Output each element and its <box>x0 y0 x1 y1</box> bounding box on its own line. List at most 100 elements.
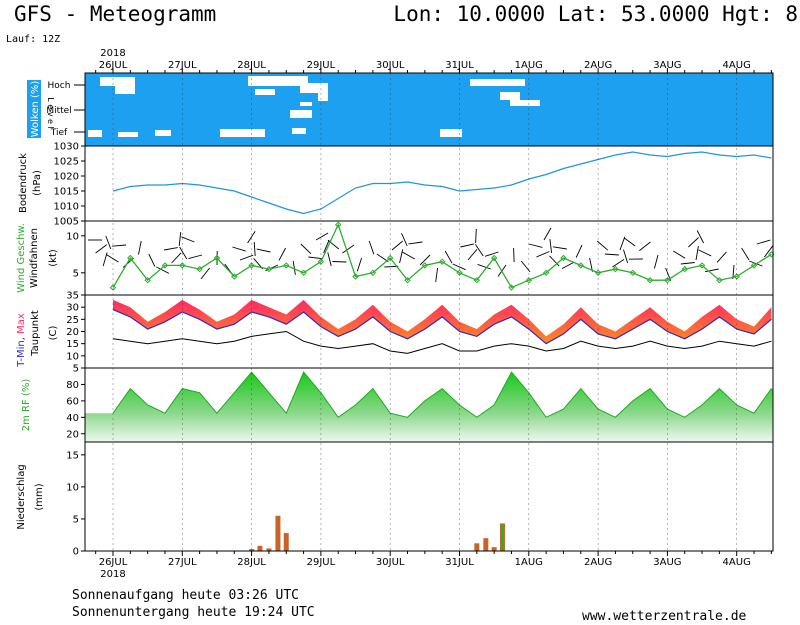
y-tick-label: 60 <box>66 396 79 407</box>
wind-barb <box>484 251 499 257</box>
y-tick-label: 1025 <box>54 157 79 168</box>
wind-barb <box>444 250 453 264</box>
precip-bar <box>249 549 255 551</box>
wind-barb <box>356 257 363 272</box>
wind-speed-marker <box>179 262 186 269</box>
cloud-axis-label: Wolken (%) <box>30 81 41 138</box>
wind-barb <box>247 231 256 244</box>
wind-speed-marker <box>265 265 273 273</box>
y-tick-label: 15 <box>66 450 79 461</box>
temperature-unit-label: (C) <box>48 326 59 341</box>
date-tick-label-bottom: 30JUL <box>376 557 405 568</box>
rh-area <box>85 372 773 442</box>
date-tick-label-bottom: 31JUL <box>445 557 474 568</box>
year-label-bottom: 2018 <box>100 569 125 580</box>
wind-speed-marker <box>421 262 429 269</box>
wind-barb <box>477 263 491 270</box>
wind-barb <box>653 254 659 269</box>
wind-barb <box>696 230 705 244</box>
y-tick-label: 35 <box>66 291 79 302</box>
wind-speed-marker <box>646 276 654 284</box>
precip-bar <box>283 533 289 551</box>
y-tick-label: 20 <box>66 327 79 338</box>
cloud-patch <box>292 128 306 134</box>
wind-barb <box>188 254 203 260</box>
cloud-patch <box>100 77 135 86</box>
wind-barb <box>552 246 567 250</box>
wind-barb <box>232 246 246 252</box>
pressure-unit-label: (hPa) <box>32 170 43 196</box>
wind-speed-marker <box>577 262 584 269</box>
date-tick-label-top: 27JUL <box>168 60 197 71</box>
wind-barb <box>171 252 182 264</box>
wind-barb <box>399 249 404 264</box>
wind-speed-marker <box>283 262 290 269</box>
date-tick-label-bottom: 26JUL <box>99 557 128 568</box>
wind-barb <box>612 259 625 268</box>
temperature-range-band <box>113 299 772 344</box>
wind-barb <box>323 239 330 254</box>
wind-barb <box>619 236 626 251</box>
cloud-patch <box>470 79 525 86</box>
cloud-patch <box>440 129 462 137</box>
date-tick-label-top: 3AUG <box>653 60 681 71</box>
cloud-patch <box>300 102 312 106</box>
wind-barb <box>698 249 712 257</box>
wind-barb <box>156 266 170 274</box>
wind-speed-marker <box>300 269 307 277</box>
wind-barb <box>604 253 619 256</box>
wind-barb <box>475 244 484 257</box>
y-tick-label: 20 <box>66 429 79 440</box>
date-tick-label-bottom: 1AUG <box>515 557 543 568</box>
wind-speed-marker <box>144 276 151 284</box>
y-tick-label: 1030 <box>54 142 79 153</box>
year-label-top: 2018 <box>100 48 125 59</box>
date-tick-label-bottom: 28JUL <box>237 557 266 568</box>
wind-speed-marker <box>525 276 533 284</box>
precip-bar <box>474 543 480 551</box>
wind-barb <box>680 262 695 265</box>
dewpoint-axis-label: Taupunkt <box>30 310 41 357</box>
precip-bar <box>491 547 497 551</box>
wind-barb <box>253 241 256 257</box>
wind-barb <box>106 254 119 263</box>
wind-barb <box>402 251 416 260</box>
wind-barb <box>520 260 531 273</box>
cloud-patch <box>290 110 312 118</box>
pressure-series-line <box>112 151 772 215</box>
wind-speed-marker <box>196 265 203 273</box>
wind-speed-marker <box>127 254 134 262</box>
cloud-patch <box>118 132 138 137</box>
y-tick-label: 5 <box>73 364 79 375</box>
wind-barb <box>695 246 699 261</box>
wind-barb <box>105 235 112 250</box>
wind-barb <box>543 227 552 241</box>
cloud-level-label: Mittel <box>46 106 71 116</box>
wind-barb <box>419 254 431 266</box>
wind-barb <box>332 261 347 263</box>
wind-barb <box>688 237 699 248</box>
wind-speed-marker <box>716 276 723 284</box>
wind-barb <box>102 252 108 267</box>
date-tick-label-bottom: 4AUG <box>723 557 751 568</box>
cloud-patch <box>155 130 171 136</box>
rh-axis-label: 2m RF (%) <box>21 379 32 432</box>
date-tick-label-top: 2AUG <box>584 60 612 71</box>
precip-unit-label: (mm) <box>34 483 45 510</box>
wind-speed-marker <box>438 258 446 265</box>
cloud-level-axis-label: L e v e l <box>46 97 55 128</box>
y-tick-label: 1020 <box>54 172 79 183</box>
wind-barb <box>112 244 127 247</box>
date-tick-label-top: 30JUL <box>376 60 405 71</box>
wind-speed-marker <box>664 276 671 284</box>
wind-barb <box>639 241 651 251</box>
wind-barb <box>672 250 686 259</box>
wind-speed-marker <box>213 254 221 262</box>
wind-speed-marker <box>490 254 498 262</box>
wind-barb <box>528 243 543 248</box>
wind-barb <box>536 251 550 258</box>
wind-barb <box>368 240 375 255</box>
wind-barb <box>401 233 408 247</box>
wind-speed-marker <box>681 265 688 273</box>
website-link[interactable]: www.wetterzentrale.de <box>582 609 747 624</box>
